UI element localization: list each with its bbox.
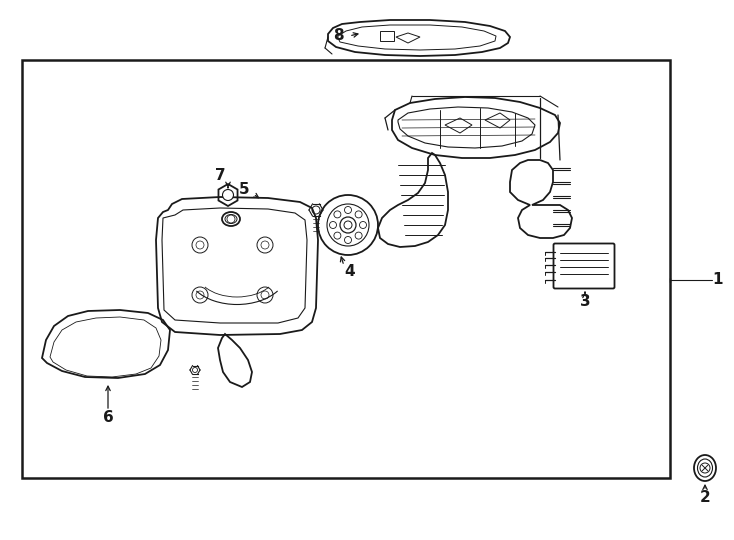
Text: 1: 1 xyxy=(713,273,723,287)
Circle shape xyxy=(360,221,366,228)
Circle shape xyxy=(312,206,320,214)
Ellipse shape xyxy=(225,214,237,224)
Ellipse shape xyxy=(222,212,240,226)
Text: 7: 7 xyxy=(214,168,225,184)
Circle shape xyxy=(327,204,369,246)
Bar xyxy=(380,31,394,41)
Circle shape xyxy=(257,287,273,303)
Bar xyxy=(22,60,670,478)
Ellipse shape xyxy=(697,459,713,477)
Text: 4: 4 xyxy=(345,265,355,280)
Ellipse shape xyxy=(694,455,716,481)
Circle shape xyxy=(344,221,352,229)
Circle shape xyxy=(227,215,235,223)
Circle shape xyxy=(257,237,273,253)
Circle shape xyxy=(334,232,341,239)
Text: 3: 3 xyxy=(580,294,590,309)
Circle shape xyxy=(344,206,352,213)
Circle shape xyxy=(355,211,362,218)
Circle shape xyxy=(261,291,269,299)
Circle shape xyxy=(344,237,352,244)
FancyBboxPatch shape xyxy=(553,244,614,288)
Circle shape xyxy=(334,211,341,218)
Circle shape xyxy=(196,241,204,249)
Circle shape xyxy=(700,463,710,473)
Circle shape xyxy=(192,368,197,373)
Text: 2: 2 xyxy=(700,490,711,505)
Text: 8: 8 xyxy=(333,29,344,44)
Circle shape xyxy=(192,287,208,303)
Text: 5: 5 xyxy=(239,183,250,198)
Circle shape xyxy=(192,237,208,253)
Circle shape xyxy=(330,221,336,228)
Text: 6: 6 xyxy=(103,410,113,426)
Circle shape xyxy=(355,232,362,239)
Circle shape xyxy=(196,291,204,299)
Circle shape xyxy=(318,195,378,255)
Circle shape xyxy=(340,217,356,233)
Circle shape xyxy=(261,241,269,249)
Circle shape xyxy=(222,190,233,200)
